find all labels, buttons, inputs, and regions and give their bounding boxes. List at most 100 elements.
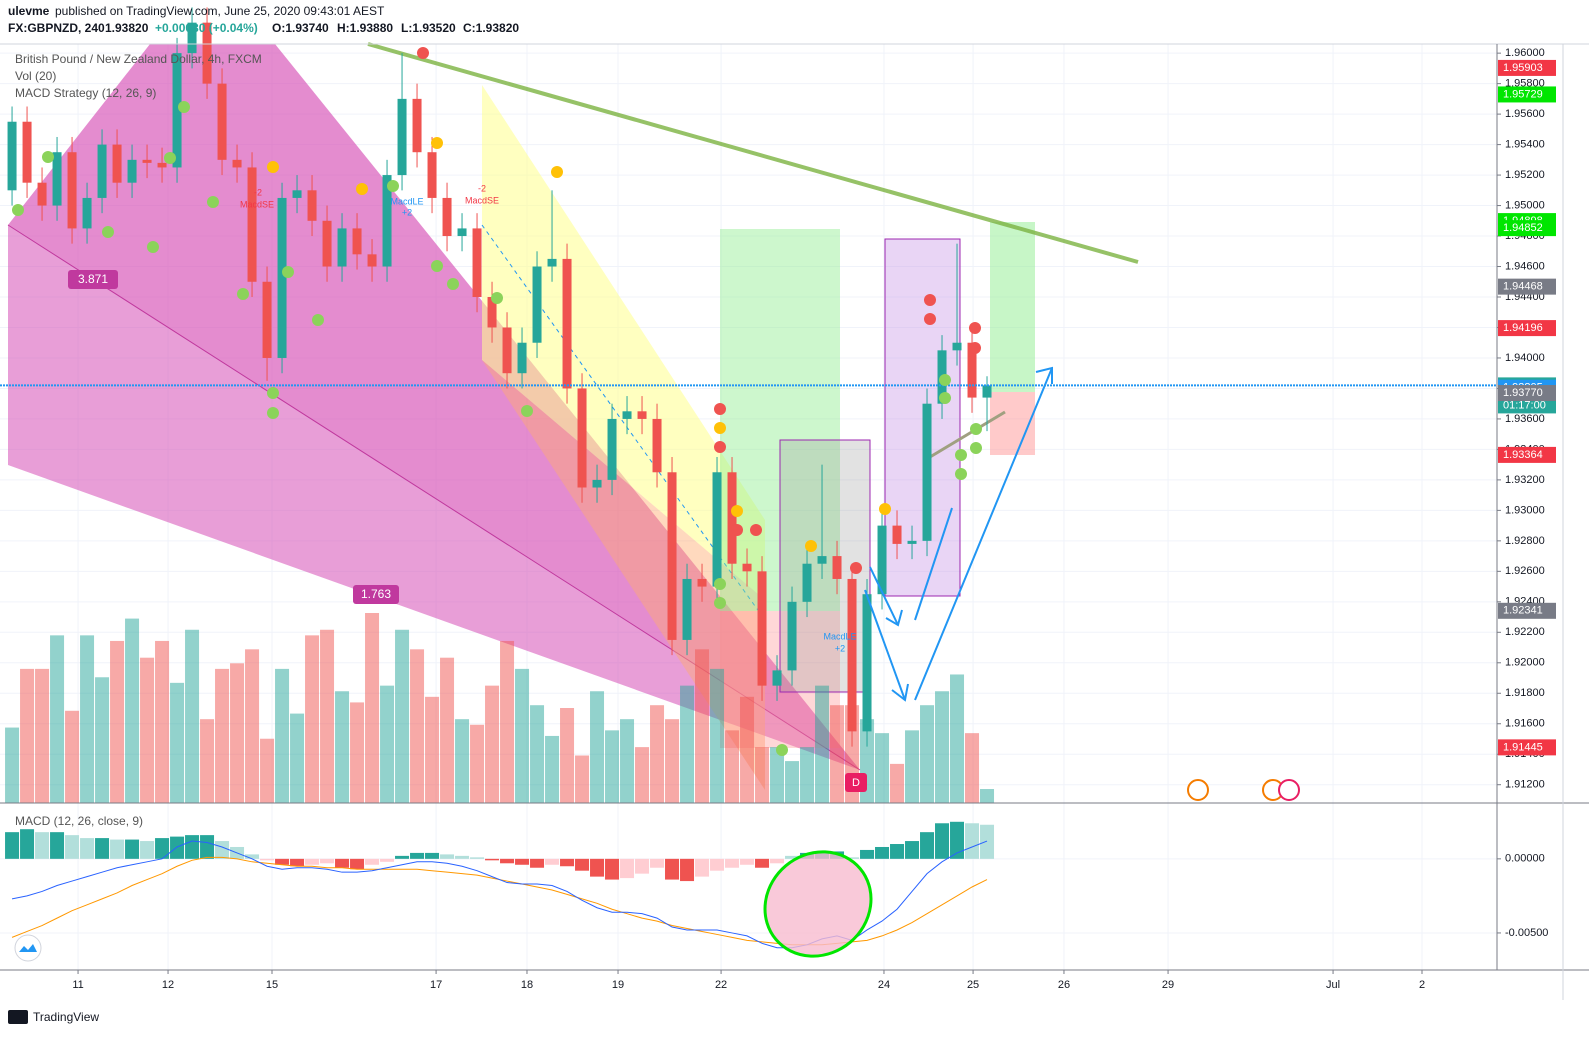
candle-body bbox=[922, 403, 932, 541]
volume-title: Vol (20) bbox=[15, 69, 56, 83]
candle-body bbox=[112, 144, 122, 183]
candle-body bbox=[667, 472, 677, 640]
event-icon bbox=[1187, 779, 1209, 801]
macd-histogram-bar bbox=[290, 858, 305, 867]
macd-histogram-bar bbox=[740, 858, 755, 865]
macd-histogram-bar bbox=[155, 838, 170, 859]
candle-body bbox=[172, 53, 182, 168]
candle-body bbox=[952, 342, 962, 351]
x-tick-label: 19 bbox=[612, 979, 624, 991]
candle-body bbox=[292, 190, 302, 198]
macd-histogram-bar bbox=[455, 855, 470, 859]
volume-bar bbox=[650, 705, 665, 803]
y-tick-label: 1.91800 bbox=[1505, 687, 1545, 699]
symbol: FX:GBPNZD, 240 bbox=[8, 21, 105, 35]
dot bbox=[969, 342, 981, 354]
strategy-qty: +2 bbox=[402, 207, 412, 217]
macd-histogram-bar bbox=[755, 858, 770, 868]
volume-bar bbox=[185, 629, 200, 803]
candle-body bbox=[637, 411, 647, 419]
long-stop bbox=[990, 392, 1035, 455]
dot bbox=[924, 313, 936, 325]
arrows bbox=[864, 366, 1053, 702]
arrow bbox=[914, 367, 1053, 701]
candle-body bbox=[757, 571, 767, 686]
candle-body bbox=[697, 578, 707, 587]
volume-bar bbox=[395, 629, 410, 803]
price-label-box bbox=[1498, 86, 1556, 103]
x-tick-label: 25 bbox=[967, 979, 979, 991]
y-tick-label: 1.92000 bbox=[1505, 657, 1545, 669]
macd-histogram-bar bbox=[170, 836, 185, 859]
dot bbox=[955, 449, 967, 461]
candle-body bbox=[802, 563, 812, 602]
strategy-qty: -2 bbox=[254, 187, 262, 197]
macd-histogram-bar bbox=[635, 858, 650, 874]
volume-bar bbox=[740, 696, 755, 803]
candle-body bbox=[877, 525, 887, 595]
countdown: 01:17:00 bbox=[1503, 399, 1546, 411]
brand: TradingView bbox=[33, 1010, 99, 1024]
macd-histogram-bar bbox=[80, 838, 95, 859]
volume-bar bbox=[665, 719, 680, 803]
brand-logo bbox=[8, 1010, 28, 1024]
volume-bar bbox=[125, 618, 140, 803]
candle-body bbox=[772, 670, 782, 686]
volume-bar bbox=[350, 702, 365, 803]
channel-upper bbox=[482, 85, 765, 600]
candle-body bbox=[517, 342, 527, 374]
candle-body bbox=[82, 197, 92, 229]
dot bbox=[776, 744, 788, 756]
candle-body bbox=[727, 472, 737, 564]
candle-body bbox=[397, 98, 407, 176]
macd-histogram-bar bbox=[35, 832, 50, 859]
volume-bar bbox=[635, 747, 650, 803]
dot bbox=[267, 407, 279, 419]
marker-label: D bbox=[852, 777, 860, 789]
volume-bar bbox=[710, 668, 725, 803]
y-tick-label: 1.95600 bbox=[1505, 108, 1545, 120]
fib-fan-upper bbox=[8, 44, 860, 770]
macd-histogram-bar bbox=[410, 852, 425, 859]
change: +0.00080 (+0.04%) bbox=[155, 21, 258, 35]
price-label-box bbox=[1498, 446, 1556, 463]
candle-body bbox=[127, 159, 137, 183]
logo-button[interactable] bbox=[14, 934, 42, 962]
candle-body bbox=[412, 98, 422, 153]
dot bbox=[714, 422, 726, 434]
candle-body bbox=[217, 83, 227, 160]
y-tick-label: -0.00500 bbox=[1505, 927, 1548, 939]
ohlc-close: C:1.93820 bbox=[463, 21, 519, 35]
dot bbox=[970, 442, 982, 454]
price-label: 1.94196 bbox=[1503, 322, 1543, 334]
macd-histogram-bar bbox=[500, 858, 515, 864]
price-label: 1.91445 bbox=[1503, 741, 1543, 753]
candle-body bbox=[352, 228, 362, 255]
dot bbox=[970, 423, 982, 435]
volume-bar bbox=[200, 719, 215, 803]
arrow-head bbox=[891, 683, 909, 702]
candle-body bbox=[892, 525, 902, 544]
candle-body bbox=[157, 162, 167, 168]
macd-histogram-bar bbox=[575, 858, 590, 871]
volume-bar bbox=[80, 635, 95, 803]
dot bbox=[879, 503, 891, 515]
candle-body bbox=[832, 556, 842, 579]
macd-histogram-bar bbox=[785, 855, 800, 859]
price-label: 1.95903 bbox=[1503, 62, 1543, 74]
logo bbox=[19, 944, 37, 952]
price-label: 1.93770 bbox=[1503, 387, 1543, 399]
candle-body bbox=[622, 411, 632, 419]
price-label-box bbox=[1498, 739, 1556, 756]
candle-body bbox=[787, 601, 797, 671]
price-label: 1.94852 bbox=[1503, 222, 1543, 234]
candle-body bbox=[862, 594, 872, 732]
candle-body bbox=[382, 175, 392, 267]
dot bbox=[387, 180, 399, 192]
series bbox=[0, 7, 1497, 949]
candle-body bbox=[307, 190, 317, 221]
dot bbox=[750, 524, 762, 536]
macd-histogram-bar bbox=[620, 858, 635, 879]
countdown-box bbox=[1498, 397, 1556, 414]
